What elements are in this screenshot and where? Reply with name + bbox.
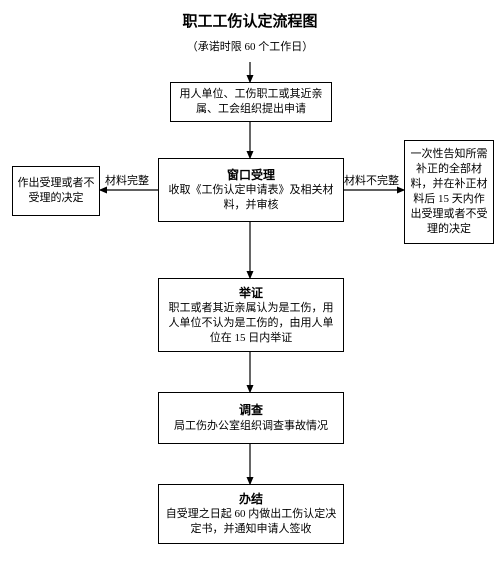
node-apply: 用人单位、工伤职工或其近亲属、工会组织提出申请 [170,82,332,122]
node-conclude: 办结 自受理之日起 60 内做出工伤认定决定书，并通知申请人签收 [158,484,344,544]
edge-label: 材料完整 [105,172,149,188]
node-right-notice-body: 一次性告知所需补正的全部材料，并在补正材料后 15 天内作出受理或者不受理的决定 [409,147,489,236]
page-title: 职工工伤认定流程图 [0,10,500,31]
node-evidence: 举证 职工或者其近亲属认为是工伤，用人单位不认为是工伤的，由用人单位在 15 日… [158,278,344,352]
node-accept-body: 收取《工伤认定申请表》及相关材料，并审核 [165,183,337,213]
page-subtitle: （承诺时限 60 个工作日） [0,38,500,54]
node-left-decision: 作出受理或者不受理的决定 [12,166,100,216]
node-right-notice: 一次性告知所需补正的全部材料，并在补正材料后 15 天内作出受理或者不受理的决定 [404,140,494,244]
node-conclude-body: 自受理之日起 60 内做出工伤认定决定书，并通知申请人签收 [165,507,337,537]
node-left-decision-body: 作出受理或者不受理的决定 [17,176,95,206]
node-accept: 窗口受理 收取《工伤认定申请表》及相关材料，并审核 [158,158,344,222]
node-evidence-heading: 举证 [239,285,263,301]
node-investigate-body: 局工伤办公室组织调查事故情况 [174,419,328,434]
node-conclude-heading: 办结 [239,491,263,507]
edge-label: 材料不完整 [344,172,399,188]
node-investigate: 调查 局工伤办公室组织调查事故情况 [158,392,344,444]
node-apply-body: 用人单位、工伤职工或其近亲属、工会组织提出申请 [174,87,328,117]
node-evidence-body: 职工或者其近亲属认为是工伤，用人单位不认为是工伤的，由用人单位在 15 日内举证 [165,301,337,346]
node-investigate-heading: 调查 [239,402,263,418]
node-accept-heading: 窗口受理 [227,167,275,183]
